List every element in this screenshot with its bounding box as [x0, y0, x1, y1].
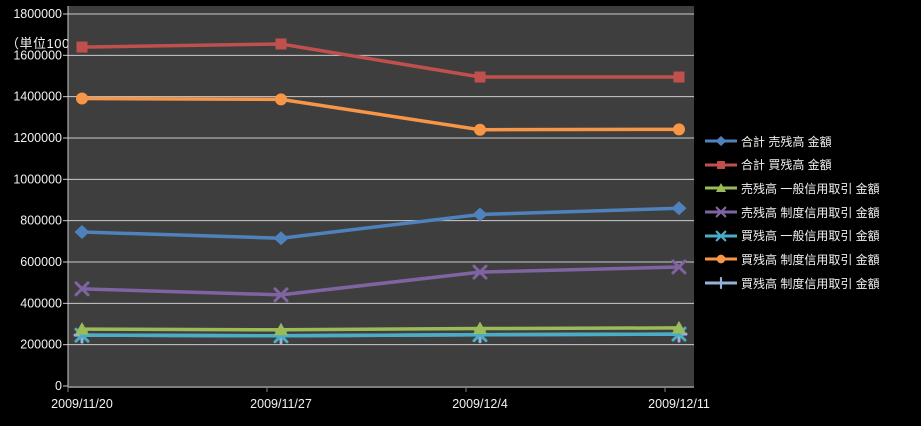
y-axis-tick-label: 1400000	[13, 90, 62, 104]
legend-item: 売残高 一般信用取引 金額	[704, 180, 880, 196]
data-point-marker-x	[472, 264, 488, 280]
y-axis-tick-label: 200000	[20, 338, 62, 352]
data-point-marker-x	[715, 230, 727, 242]
data-point-marker-x	[671, 259, 687, 275]
data-point-marker-circle	[716, 255, 726, 264]
legend-item: 買残高 一般信用取引 金額	[704, 228, 880, 244]
x-axis-tick-label: 2009/12/11	[648, 397, 710, 411]
series-line	[80, 265, 681, 297]
data-point-marker-triangle	[715, 183, 727, 193]
data-point-marker-diamond	[715, 135, 727, 147]
data-point-marker-diamond	[273, 231, 289, 246]
legend-marker-x-icon	[705, 206, 737, 218]
data-point-marker-circle	[275, 93, 287, 106]
series-line-group	[74, 259, 687, 303]
legend-item: 合計 買残高 金額	[704, 157, 880, 173]
legend-item: 買残高 制度信用取引 金額	[704, 251, 880, 267]
y-axis-tick-label: 1000000	[13, 172, 62, 186]
y-axis-tick-label: 1200000	[13, 131, 62, 145]
legend-marker-plus-icon	[705, 277, 737, 290]
data-point-marker-square	[275, 38, 287, 50]
series-line	[80, 332, 681, 338]
data-point-marker-triangle	[75, 322, 89, 335]
data-point-marker-square	[717, 160, 725, 169]
legend-item: 買残高 制度信用取引 金額	[704, 275, 880, 291]
data-point-marker-circle	[76, 92, 88, 105]
data-point-marker-x	[74, 281, 90, 297]
series-line	[80, 42, 681, 79]
legend-label: 合計 買残高 金額	[741, 158, 832, 173]
legend-item: 売残高 制度信用取引 金額	[704, 204, 880, 220]
series-line	[80, 206, 681, 240]
legend-label: 売残高 制度信用取引 金額	[741, 205, 880, 220]
legend-marker-diamond-icon	[705, 135, 737, 147]
legend-label: 買残高 制度信用取引 金額	[741, 276, 880, 291]
y-axis-tick-label: 1800000	[13, 7, 62, 21]
data-point-marker-circle	[474, 123, 486, 136]
x-axis-tick-label: 2009/11/27	[250, 397, 312, 411]
legend-label: 合計 売残高 金額	[741, 134, 832, 149]
data-point-marker-square	[474, 71, 486, 83]
data-point-marker-circle	[673, 123, 685, 136]
data-point-marker-x	[715, 206, 727, 218]
legend-marker-circle-icon	[705, 255, 737, 264]
legend-marker-square-icon	[705, 160, 737, 169]
y-axis-tick-label: 400000	[20, 296, 62, 310]
data-point-marker-diamond	[671, 201, 687, 216]
data-point-marker-triangle	[274, 322, 288, 336]
series-line	[80, 326, 681, 332]
legend: 合計 売残高 金額 合計 買残高 金額売残高 一般信用取引 金額 売残高 制度信用取…	[704, 133, 880, 291]
x-axis-tick-label: 2009/11/20	[51, 397, 113, 411]
legend-item: 合計 売残高 金額	[704, 133, 880, 149]
data-point-marker-triangle	[473, 321, 487, 335]
data-point-marker-diamond	[472, 207, 488, 222]
x-axis-tick-label: 2009/12/4	[452, 397, 508, 411]
legend-marker-triangle-icon	[705, 183, 737, 193]
series-line-group	[75, 320, 686, 336]
legend-marker-x-icon	[705, 230, 737, 242]
legend-label: 買残高 一般信用取引 金額	[741, 229, 880, 244]
data-point-marker-x	[273, 287, 289, 303]
data-point-marker-square	[76, 41, 88, 53]
legend-label: 買残高 制度信用取引 金額	[741, 252, 880, 267]
series-line	[80, 96, 681, 132]
series-line-group	[76, 38, 685, 83]
data-point-marker-diamond	[74, 225, 90, 240]
data-point-marker-square	[673, 71, 685, 83]
plot-background	[68, 6, 694, 387]
y-axis-tick-label: 0	[55, 379, 62, 393]
y-axis-tick-label: 600000	[20, 255, 62, 269]
data-point-marker-plus	[714, 277, 728, 290]
legend-label: 売残高 一般信用取引 金額	[741, 181, 880, 196]
series-line-group	[76, 92, 685, 136]
y-axis-tick-label: 1600000	[13, 48, 62, 62]
data-point-marker-triangle	[672, 320, 686, 334]
y-axis-tick-label: 800000	[20, 214, 62, 228]
series-line-group	[74, 201, 687, 246]
